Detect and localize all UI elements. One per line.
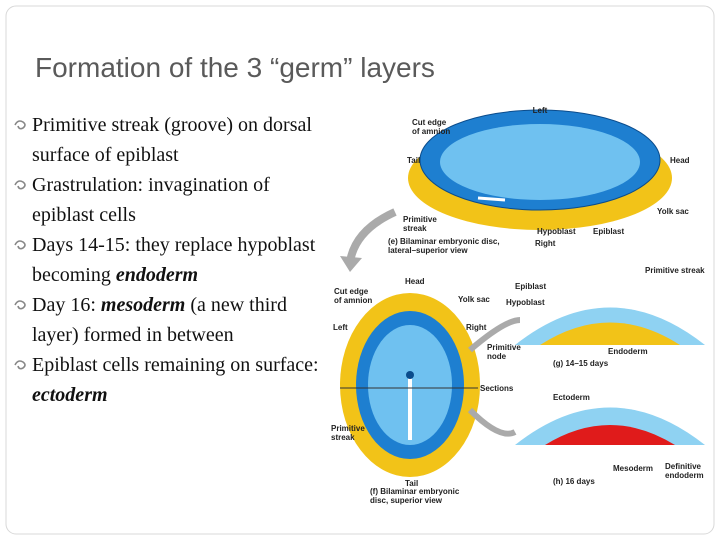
bullet-icon (14, 120, 26, 130)
bullet-text: Primitive streak (groove) on dorsal surf… (32, 114, 312, 166)
label-line: streak (331, 433, 355, 442)
slide-frame (5, 5, 715, 535)
label-line: Primitive streak (645, 266, 705, 275)
figure-label: Mesoderm (613, 464, 653, 473)
arrow-head (340, 256, 362, 272)
label-line: Right (535, 239, 556, 248)
bullet-text: Epiblast cells remaining on surface: (32, 354, 319, 376)
bullet-text: ectoderm (32, 384, 108, 406)
figure-label: Left (533, 106, 548, 115)
figure-label: Primitive streak (403, 215, 437, 233)
label-line: endoderm (665, 471, 704, 480)
figure-label: Yolk sac (458, 295, 490, 304)
figure-label: Cut edge of amnion (334, 287, 372, 305)
label-line: Left (333, 323, 348, 332)
label-line: Mesoderm (613, 464, 653, 473)
figure-label: Right (466, 323, 487, 332)
label-line: Primitive (403, 215, 437, 224)
label-line: lateral–superior view (388, 246, 468, 255)
figure-label: (g) 14–15 days (553, 359, 609, 368)
label-line: node (487, 352, 507, 361)
label-line: Yolk sac (458, 295, 490, 304)
label-line: of amnion (334, 296, 372, 305)
label-line: Endoderm (608, 347, 648, 356)
label-line: Primitive (487, 343, 521, 352)
figure-label: Cut edge of amnion (412, 118, 450, 136)
figure-label: Head (405, 277, 425, 286)
label-line: Primitive (331, 424, 365, 433)
bullet-list: Primitive streak (groove) on dorsal surf… (14, 110, 324, 410)
label-line: Head (405, 277, 425, 286)
label-line: Epiblast (515, 282, 546, 291)
label-line: Hypoblast (537, 227, 576, 236)
primitive-streak (477, 196, 506, 202)
label-line: Hypoblast (506, 298, 545, 307)
label-line: (g) 14–15 days (553, 359, 609, 368)
arrow (468, 317, 521, 353)
bullet-text: Grastrulation: invagination of epiblast … (32, 174, 270, 226)
label-line: (f) Bilaminar embryonic (370, 487, 460, 496)
bullet: Grastrulation: invagination of epiblast … (14, 170, 324, 230)
figure-label: (h) 16 days (553, 477, 595, 486)
label-line: Tail (405, 479, 418, 488)
figure-label: Primitive streak (645, 266, 705, 275)
bullet-icon (14, 180, 26, 190)
figure-label: Tail (405, 479, 418, 488)
slide-title: Formation of the 3 “germ” layers (35, 52, 435, 83)
figure-label: Epiblast (515, 282, 546, 291)
bullet: Days 14-15: they replace hypoblast becom… (14, 230, 324, 290)
figure-label: Primitive streak (331, 424, 365, 442)
node (406, 371, 414, 379)
figure-label: Primitive node (487, 343, 521, 361)
label-line: Left (533, 106, 548, 115)
figure-label: Head (670, 156, 690, 165)
bullet-text: (a new third layer) formed in between (32, 294, 287, 346)
epiblast-disc (440, 124, 640, 200)
label-line: disc, superior view (370, 496, 443, 505)
bullet: Epiblast cells remaining on surface: ect… (14, 350, 324, 410)
figure-label: Ectoderm (553, 393, 590, 402)
bullet-icon (14, 240, 26, 250)
bullet-icon (14, 360, 26, 370)
label-line: Right (466, 323, 487, 332)
bullet-text: Days 14-15: they replace hypoblast becom… (32, 234, 316, 286)
section-h-core (545, 425, 675, 445)
bullet: Day 16: mesoderm (a new third layer) for… (14, 290, 324, 350)
bullet: Primitive streak (groove) on dorsal surf… (14, 110, 324, 170)
figure-label: Tail (407, 156, 420, 165)
label-line: (h) 16 days (553, 477, 595, 486)
figure-label: Endoderm (608, 347, 648, 356)
label-line: Epiblast (593, 227, 624, 236)
figure-label: Sections (480, 384, 514, 393)
figure-label: Hypoblast (537, 227, 576, 236)
label-line: (e) Bilaminar embryonic disc, (388, 237, 500, 246)
label-line: Tail (407, 156, 420, 165)
figure-label: Left (333, 323, 348, 332)
arrow (467, 407, 517, 437)
figure-label: Hypoblast (506, 298, 545, 307)
figure-label: Right (535, 239, 556, 248)
figure-label: Yolk sac (657, 207, 689, 216)
bullet-icon (14, 300, 26, 310)
label-line: Cut edge (412, 118, 447, 127)
figure-label: Definitive endoderm (665, 462, 704, 480)
label-line: Cut edge (334, 287, 369, 296)
bullet-text: Day 16: (32, 294, 101, 316)
label-line: Head (670, 156, 690, 165)
bullet-text: endoderm (115, 264, 199, 286)
section-g-core (540, 322, 680, 345)
label-line: streak (403, 224, 427, 233)
label-line: of amnion (412, 127, 450, 136)
arrow (346, 208, 397, 263)
label-line: Ectoderm (553, 393, 590, 402)
figure-label: (f) Bilaminar embryonic disc, superior vi… (370, 487, 460, 505)
label-line: Definitive (665, 462, 702, 471)
figure-label: Epiblast (593, 227, 624, 236)
bullet-text: mesoderm (100, 294, 186, 316)
figure-label: (e) Bilaminar embryonic disc, lateral–sup… (388, 237, 500, 255)
label-line: Sections (480, 384, 514, 393)
label-line: Yolk sac (657, 207, 689, 216)
